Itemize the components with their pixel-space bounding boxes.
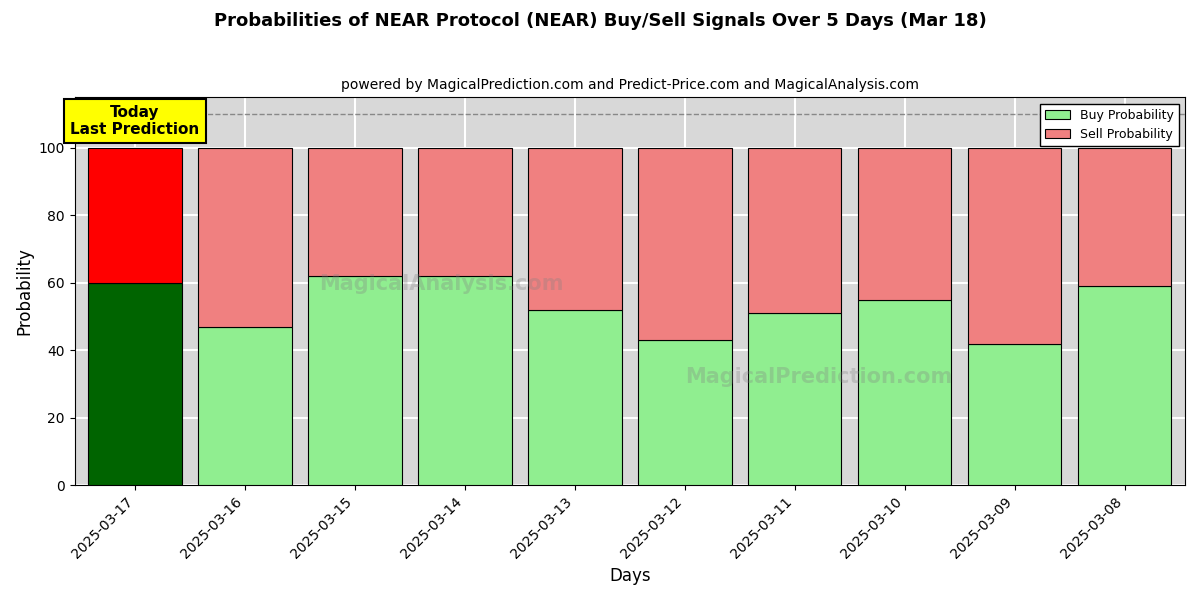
- Bar: [968, 344, 1061, 485]
- Bar: [308, 276, 402, 485]
- Bar: [89, 148, 182, 283]
- Text: MagicalAnalysis.com: MagicalAnalysis.com: [319, 274, 563, 293]
- Bar: [89, 283, 182, 485]
- Legend: Buy Probability, Sell Probability: Buy Probability, Sell Probability: [1040, 104, 1178, 146]
- Text: Today
Last Prediction: Today Last Prediction: [71, 105, 199, 137]
- X-axis label: Days: Days: [610, 567, 650, 585]
- Text: Probabilities of NEAR Protocol (NEAR) Buy/Sell Signals Over 5 Days (Mar 18): Probabilities of NEAR Protocol (NEAR) Bu…: [214, 12, 986, 30]
- Bar: [968, 148, 1061, 344]
- Y-axis label: Probability: Probability: [16, 247, 34, 335]
- Bar: [198, 148, 292, 327]
- Bar: [528, 148, 622, 310]
- Bar: [419, 148, 511, 276]
- Text: MagicalPrediction.com: MagicalPrediction.com: [685, 367, 953, 386]
- Bar: [1078, 286, 1171, 485]
- Bar: [198, 327, 292, 485]
- Bar: [419, 276, 511, 485]
- Bar: [638, 148, 732, 340]
- Bar: [528, 310, 622, 485]
- Title: powered by MagicalPrediction.com and Predict-Price.com and MagicalAnalysis.com: powered by MagicalPrediction.com and Pre…: [341, 78, 919, 92]
- Bar: [638, 340, 732, 485]
- Bar: [748, 148, 841, 313]
- Bar: [858, 148, 952, 300]
- Bar: [1078, 148, 1171, 286]
- Bar: [858, 300, 952, 485]
- Bar: [308, 148, 402, 276]
- Bar: [748, 313, 841, 485]
